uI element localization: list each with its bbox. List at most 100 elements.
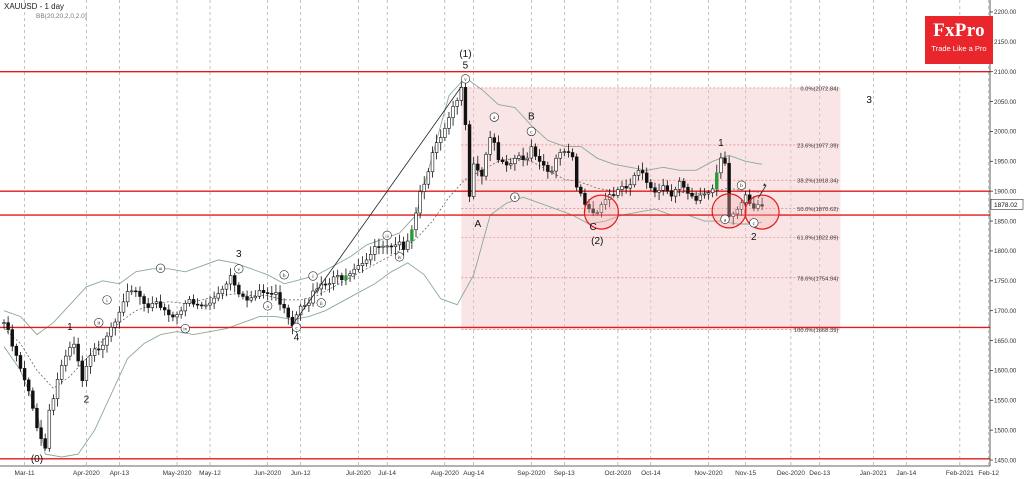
- candle-body: [517, 155, 521, 159]
- sub-wave-circle: [234, 264, 244, 274]
- candle-body: [673, 189, 678, 197]
- candle-body: [756, 204, 760, 209]
- x-tick-label: Nov-15: [735, 470, 756, 477]
- fib-level-label: 61.8%(1822.89): [797, 236, 838, 242]
- candle-body: [167, 309, 171, 316]
- fib-level-label: 0.0%(2072.84): [800, 86, 838, 92]
- candle-body: [142, 296, 146, 304]
- candle-body: [208, 302, 212, 306]
- candle-body: [134, 290, 138, 293]
- candle-body: [574, 156, 579, 188]
- y-tick-label: 1950.00: [994, 159, 1017, 166]
- candle-body: [715, 172, 719, 190]
- candle-body: [595, 212, 599, 214]
- y-tick-label: 2100.00: [994, 69, 1017, 76]
- candle-body: [381, 245, 385, 248]
- candle-body: [373, 246, 377, 255]
- candle-body: [274, 292, 278, 295]
- sub-wave-circle: [316, 298, 326, 308]
- candle-body: [327, 283, 332, 286]
- sub-wave-label: i: [106, 298, 108, 304]
- candle-body: [323, 283, 328, 286]
- y-tick-label: 1750.00: [994, 278, 1017, 285]
- x-tick-label: Mar-11: [15, 470, 35, 477]
- candle-body: [480, 169, 484, 177]
- candle-body: [286, 307, 290, 318]
- wave-label: 2: [751, 232, 757, 243]
- sub-wave-circle: [155, 263, 166, 273]
- candle-body: [344, 275, 348, 281]
- candle-body: [496, 142, 501, 161]
- candle-body: [682, 180, 686, 188]
- middle-band: [3, 157, 763, 389]
- candle-body: [377, 246, 381, 248]
- sub-wave-label: b: [740, 183, 743, 189]
- candle-body: [179, 310, 183, 315]
- candle-body: [455, 100, 459, 107]
- candle-body: [162, 307, 167, 311]
- sub-wave-circle: [279, 270, 289, 280]
- candle-body: [47, 409, 52, 449]
- fib-level-label: 100.0%(1668.39): [794, 328, 839, 334]
- candle-body: [587, 204, 591, 210]
- candle-body: [665, 185, 670, 191]
- sub-wave-label: a: [493, 115, 496, 121]
- candle-body: [653, 187, 657, 193]
- x-tick-label: Aug-2020: [431, 470, 460, 477]
- sub-wave-label: b: [283, 273, 286, 279]
- candle-body: [68, 347, 72, 357]
- candle-body: [97, 348, 101, 351]
- candle-body: [649, 182, 653, 189]
- candle-body: [645, 172, 649, 183]
- candle-body: [113, 321, 117, 328]
- candle-body: [84, 366, 89, 381]
- candle-body: [51, 398, 56, 411]
- candle-body: [150, 303, 155, 308]
- candle-body: [677, 180, 682, 190]
- candle-body: [546, 164, 550, 172]
- candle-body: [154, 301, 159, 304]
- sub-wave-circle: [460, 74, 471, 84]
- y-tick-label: 1500.00: [994, 427, 1017, 434]
- sub-wave-circle: [394, 252, 405, 262]
- candle-body: [529, 146, 534, 159]
- candle-body: [459, 87, 464, 101]
- x-tick-label: Dec-2020: [777, 470, 806, 477]
- candle-body: [340, 275, 344, 281]
- sub-wave-label: b: [514, 195, 517, 201]
- trend-line: [292, 86, 462, 326]
- x-tick-label: May-12: [199, 470, 221, 477]
- candle-body: [200, 304, 204, 307]
- candle-body: [760, 204, 764, 207]
- y-tick-label: 2150.00: [994, 39, 1017, 46]
- candles: [2, 79, 764, 452]
- candle-body: [352, 268, 356, 275]
- y-tick-label: 2050.00: [994, 99, 1017, 106]
- y-tick-label: 1450.00: [994, 457, 1017, 464]
- candle-body: [401, 241, 406, 250]
- candle-body: [599, 204, 604, 213]
- candle-body: [406, 240, 410, 250]
- wave-label: (1): [459, 49, 471, 60]
- candle-body: [476, 163, 480, 171]
- candle-body: [443, 128, 447, 138]
- candle-body: [311, 290, 315, 304]
- x-tick-label: Sep-2020: [517, 470, 546, 477]
- sub-wave-label: ii: [97, 321, 100, 327]
- candle-body: [397, 241, 402, 246]
- candle-body: [31, 390, 35, 409]
- x-tick-label: May-2020: [163, 470, 192, 477]
- sub-wave-circle: [94, 318, 104, 328]
- chart-symbol-title: XAUUSD - 1 day: [4, 2, 65, 11]
- x-tick-label: Dec-13: [809, 470, 830, 477]
- fib-level-label: 50.0%(1870.62): [797, 207, 838, 213]
- y-tick-label: 1700.00: [994, 308, 1017, 315]
- candle-body: [603, 199, 608, 205]
- sub-wave-circle: [736, 180, 747, 190]
- candle-body: [525, 157, 529, 160]
- wave-label: 1: [67, 322, 73, 333]
- candle-body: [121, 301, 126, 313]
- fibonacci-zone: 0.0%(2072.84) 23.6%(1977.39) 38.2%(1918.34…: [461, 86, 841, 334]
- candle-body: [92, 348, 97, 356]
